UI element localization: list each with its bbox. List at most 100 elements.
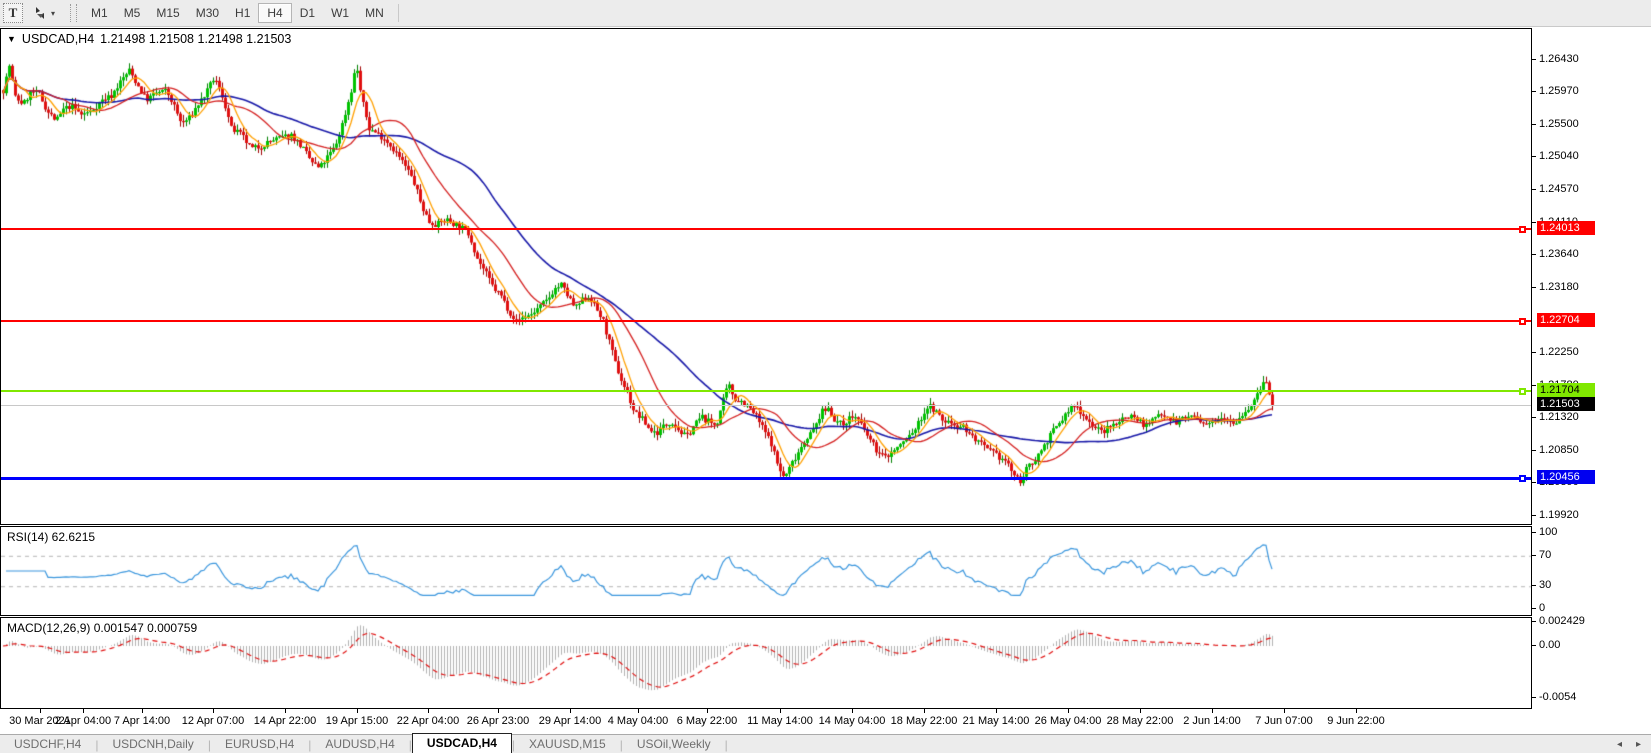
time-label: 30 Mar 2021 — [9, 715, 71, 727]
candlestick-chart[interactable] — [1, 29, 1531, 524]
chart-tab-usoil[interactable]: USOil,Weekly — [636, 737, 711, 751]
current-price-line — [1, 405, 1531, 407]
main-chart-panel[interactable]: ▼ USDCAD,H4 1.21498 1.21508 1.21498 1.21… — [0, 28, 1532, 525]
macd-axis-tick: 0.002429 — [1532, 615, 1651, 627]
level-price-label: 1.24013 — [1537, 221, 1595, 236]
tab-scroll-right-icon[interactable]: ▸ — [1635, 739, 1641, 750]
chart-tab-usdcnh[interactable]: USDCNH,Daily — [112, 737, 194, 751]
timeframe-button-h1[interactable]: H1 — [235, 6, 251, 20]
time-tick — [357, 709, 358, 713]
time-tick — [142, 709, 143, 713]
rsi-label: RSI(14) 62.6215 — [7, 530, 96, 544]
timeframe-button-d1[interactable]: D1 — [299, 6, 316, 20]
current-price-label: 1.21503 — [1537, 397, 1595, 412]
horizontal-level-line[interactable] — [1, 477, 1531, 481]
time-label: 7 Jun 07:00 — [1255, 715, 1313, 727]
time-label: 18 May 22:00 — [890, 715, 958, 727]
time-label: 7 Apr 14:00 — [113, 715, 171, 727]
cycle-symbols-button[interactable]: ▾ — [23, 3, 64, 23]
rsi-axis-tick: 0 — [1532, 602, 1651, 614]
time-tick — [852, 709, 853, 713]
toolbar-grip[interactable] — [70, 4, 78, 22]
chart-title: ▼ USDCAD,H4 1.21498 1.21508 1.21498 1.21… — [7, 32, 291, 46]
timeframe-button-m15[interactable]: M15 — [156, 6, 180, 20]
macd-panel[interactable]: MACD(12,26,9) 0.001547 0.000759 — [0, 617, 1532, 709]
cycle-symbols-icon — [36, 7, 44, 19]
line-endpoint-marker[interactable] — [1519, 388, 1526, 396]
timeframe-button-h4[interactable]: H4 — [258, 3, 292, 23]
time-label: 14 May 04:00 — [818, 715, 886, 727]
horizontal-level-line[interactable] — [1, 228, 1531, 231]
chart-tab-usdchf[interactable]: USDCHF,H4 — [14, 737, 82, 751]
text-tool-button[interactable]: T — [3, 3, 23, 23]
time-tick — [83, 709, 84, 713]
horizontal-level-line[interactable] — [1, 319, 1531, 322]
macd-axis-tick: 0.00 — [1532, 639, 1651, 651]
toolbar-separator — [397, 4, 399, 22]
line-endpoint-marker[interactable] — [1519, 317, 1526, 325]
rsi-axis-tick: 30 — [1532, 579, 1651, 591]
chart-tab-xauusd[interactable]: XAUUSD,M15 — [529, 737, 606, 751]
level-price-label: 1.22704 — [1537, 312, 1595, 327]
time-tick — [570, 709, 571, 713]
rsi-axis-tick: 70 — [1532, 549, 1651, 561]
time-label: 2 Jun 14:00 — [1183, 715, 1241, 727]
time-tick — [498, 709, 499, 713]
chart-symbol-label: USDCAD,H4 — [21, 32, 95, 46]
timeframe-button-m5[interactable]: M5 — [123, 6, 141, 20]
chart-tab-usdcad[interactable]: USDCAD,H4 — [411, 733, 512, 753]
chart-tab-eurusd[interactable]: EURUSD,H4 — [224, 737, 295, 751]
price-tick: 1.25040 — [1532, 150, 1651, 162]
price-tick: 1.21320 — [1532, 411, 1651, 423]
time-tick — [780, 709, 781, 713]
time-label: 28 May 22:00 — [1106, 715, 1174, 727]
timeframe-button-m1[interactable]: M1 — [91, 6, 108, 20]
line-endpoint-marker[interactable] — [1519, 475, 1526, 483]
time-label: 22 Apr 04:00 — [396, 715, 460, 727]
tab-separator: | — [408, 737, 412, 752]
timeframe-button-mn[interactable]: MN — [365, 6, 384, 20]
time-label: 11 May 14:00 — [747, 715, 813, 727]
horizontal-level-line[interactable] — [1, 390, 1531, 393]
tab-separator: | — [95, 737, 99, 752]
toolbar: T ▾ M1 M5 M15 M30 H1 H4 D1 W1 MN — [0, 0, 1651, 27]
time-label: 2 Apr 04:00 — [54, 715, 112, 727]
rsi-panel[interactable]: RSI(14) 62.6215 — [0, 526, 1532, 616]
time-axis[interactable]: 30 Mar 2021 2 Apr 04:00 7 Apr 14:00 12 Apr … — [0, 709, 1532, 734]
price-axis[interactable]: 1.264301.259701.255001.250401.245701.241… — [1532, 28, 1651, 709]
price-tick: 1.26430 — [1532, 53, 1651, 65]
price-tick: 1.22250 — [1532, 346, 1651, 358]
price-tick: 1.25500 — [1532, 118, 1651, 130]
chart-tab-bar: USDCHF,H4 | USDCNH,Daily | EURUSD,H4 | AUDUSD,… — [0, 733, 1651, 753]
chart-tab-audusd[interactable]: AUDUSD,H4 — [325, 737, 395, 751]
price-tick: 1.24570 — [1532, 183, 1651, 195]
time-label: 9 Jun 22:00 — [1327, 715, 1385, 727]
level-price-label: 1.21704 — [1537, 383, 1595, 398]
time-tick — [1284, 709, 1285, 713]
tab-scroll-controls: ◂ ▸ — [1617, 739, 1641, 750]
time-label: 14 Apr 22:00 — [253, 715, 317, 727]
timeframe-button-m30[interactable]: M30 — [195, 6, 220, 20]
chart-ohlc-values: 1.21498 1.21508 1.21498 1.21503 — [100, 32, 292, 46]
time-label: 4 May 04:00 — [607, 715, 669, 727]
line-endpoint-marker[interactable] — [1519, 226, 1526, 234]
chart-context-icon[interactable]: ▼ — [7, 34, 16, 44]
time-tick — [285, 709, 286, 713]
timeframe-button-w1[interactable]: W1 — [331, 6, 350, 20]
tab-separator: | — [308, 737, 312, 752]
price-tick: 1.23640 — [1532, 248, 1651, 260]
tab-separator: | — [724, 737, 728, 752]
tab-separator: | — [207, 737, 211, 752]
time-label: 19 Apr 15:00 — [325, 715, 389, 727]
time-tick — [40, 709, 41, 713]
tab-scroll-left-icon[interactable]: ◂ — [1616, 739, 1622, 750]
time-tick — [213, 709, 214, 713]
time-tick — [428, 709, 429, 713]
time-tick — [707, 709, 708, 713]
time-label: 26 Apr 23:00 — [466, 715, 530, 727]
tab-separator: | — [619, 737, 623, 752]
level-price-label: 1.20456 — [1537, 470, 1595, 485]
time-tick — [1212, 709, 1213, 713]
time-label: 21 May 14:00 — [962, 715, 1030, 727]
time-label: 29 Apr 14:00 — [538, 715, 602, 727]
